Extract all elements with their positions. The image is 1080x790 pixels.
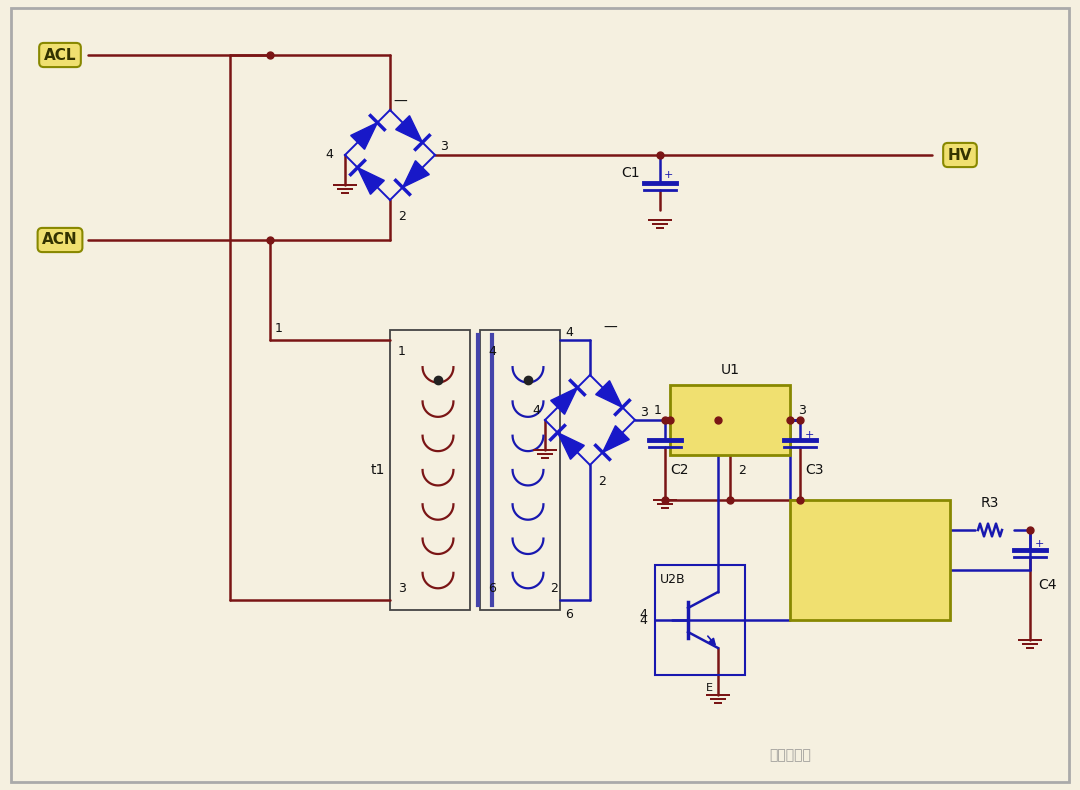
Text: —: —	[603, 321, 617, 335]
Text: R3: R3	[981, 496, 999, 510]
Text: +: +	[1035, 539, 1044, 549]
Bar	[390, 330, 470, 610]
Text: 1: 1	[275, 322, 283, 335]
Text: 3: 3	[399, 582, 406, 595]
Text: Controller: Controller	[829, 551, 910, 569]
Text: HV: HV	[948, 148, 972, 163]
Text: 4: 4	[565, 325, 572, 338]
Text: 4: 4	[639, 608, 647, 622]
Text: 2: 2	[598, 475, 606, 488]
Text: Vi: Vi	[703, 404, 717, 419]
Text: 1: 1	[399, 345, 406, 358]
Text: Vo: Vo	[741, 404, 759, 419]
Bar	[654, 565, 745, 675]
Text: 2: 2	[550, 582, 558, 595]
Text: 2: 2	[399, 210, 406, 223]
Polygon shape	[551, 388, 578, 414]
Text: U2B: U2B	[660, 573, 686, 586]
Text: 3: 3	[640, 405, 648, 419]
Text: 电路一点通: 电路一点通	[769, 748, 811, 762]
Text: U1: U1	[720, 363, 740, 377]
Text: t1: t1	[370, 463, 386, 477]
Text: E: E	[706, 683, 713, 693]
FancyBboxPatch shape	[789, 500, 950, 620]
Text: +: +	[670, 430, 679, 440]
Text: C1: C1	[621, 166, 640, 180]
Text: +: +	[805, 430, 814, 440]
Polygon shape	[351, 122, 377, 149]
Text: ACN: ACN	[42, 232, 78, 247]
Text: C3: C3	[805, 463, 824, 477]
Text: C4: C4	[1038, 578, 1056, 592]
Text: —: —	[393, 95, 407, 109]
Text: 1: 1	[654, 404, 662, 416]
Text: 2: 2	[738, 464, 746, 476]
Text: C2: C2	[670, 463, 689, 477]
Text: 3: 3	[440, 141, 448, 153]
Text: 4: 4	[325, 149, 333, 161]
Polygon shape	[395, 115, 422, 142]
Polygon shape	[403, 160, 430, 187]
Polygon shape	[557, 433, 584, 459]
Text: G: G	[724, 427, 735, 442]
Text: 6: 6	[488, 582, 496, 595]
Text: ACL: ACL	[44, 47, 77, 62]
FancyBboxPatch shape	[670, 385, 789, 455]
Text: 4: 4	[488, 345, 496, 358]
Text: +: +	[664, 170, 673, 180]
Text: 6: 6	[565, 608, 572, 621]
Polygon shape	[357, 167, 384, 194]
Polygon shape	[603, 426, 630, 453]
Polygon shape	[596, 381, 622, 408]
Text: 4: 4	[532, 404, 540, 416]
Text: 4: 4	[639, 614, 647, 626]
Bar	[480, 330, 561, 610]
Text: 3: 3	[798, 404, 806, 416]
